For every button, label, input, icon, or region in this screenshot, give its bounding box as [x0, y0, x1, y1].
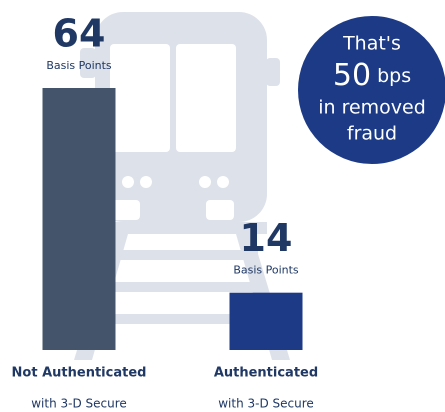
bar: [230, 293, 303, 350]
unit-label: Basis Points: [46, 59, 112, 72]
callout-line: in removed: [318, 97, 426, 119]
chart: 64 Basis Points Not Authenticated with 3-D …: [0, 0, 445, 412]
callout-prefix: That's: [342, 33, 401, 55]
category-sublabel: with 3-D Secure: [31, 397, 127, 411]
category-sublabel: with 3-D Secure: [218, 397, 314, 411]
category-label: Authenticated: [214, 366, 318, 381]
callout: That's 50 bps in removed fraud: [298, 16, 445, 164]
bar: [43, 88, 116, 350]
unit-label: Basis Points: [233, 264, 299, 277]
value-label: 14: [240, 216, 293, 260]
callout-value: 50: [333, 58, 371, 93]
callout-line: fraud: [347, 123, 397, 145]
category-label: Not Authenticated: [12, 366, 147, 381]
value-label: 64: [53, 12, 106, 56]
callout-unit: bps: [377, 65, 411, 87]
